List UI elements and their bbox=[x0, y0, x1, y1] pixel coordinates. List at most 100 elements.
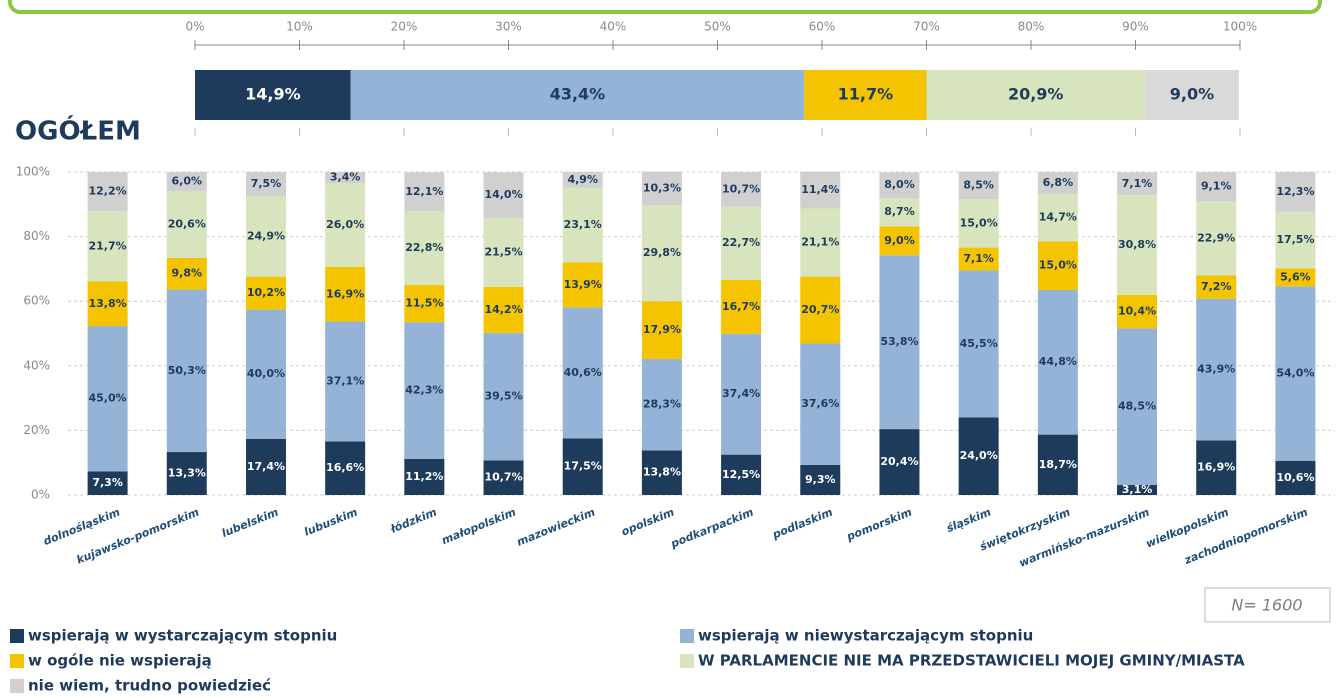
bar-segment bbox=[1117, 484, 1158, 495]
x-tick-label: 80% bbox=[1018, 20, 1045, 34]
data-label: 40,6% bbox=[564, 366, 602, 379]
data-label: 29,8% bbox=[643, 246, 681, 259]
data-label: 24,9% bbox=[247, 229, 285, 242]
bar-segment bbox=[87, 211, 128, 282]
bar-segment bbox=[1275, 172, 1316, 212]
bar-segment bbox=[721, 454, 762, 495]
data-label: 20,7% bbox=[801, 303, 839, 316]
bar-segment bbox=[958, 417, 999, 495]
bar-segment bbox=[1037, 172, 1078, 194]
bar-segment bbox=[641, 359, 682, 451]
data-label: 7,1% bbox=[1122, 177, 1153, 190]
x-tick-label: 40% bbox=[600, 20, 627, 34]
bar-segment bbox=[166, 257, 207, 290]
legend-label: W PARLAMENCIE NIE MA PRZEDSTAWICIELI MOJ… bbox=[698, 652, 1245, 670]
bar-segment bbox=[87, 172, 128, 212]
data-label: 7,5% bbox=[251, 177, 282, 190]
bar-segment bbox=[800, 464, 841, 495]
data-label: 7,3% bbox=[92, 476, 123, 489]
data-label: 18,7% bbox=[1039, 458, 1077, 471]
data-label: 20,6% bbox=[168, 218, 206, 231]
bar-segment bbox=[800, 276, 841, 344]
data-label: 15,0% bbox=[1039, 259, 1077, 272]
data-label: 11,4% bbox=[801, 183, 839, 196]
category-label: OGÓŁEM bbox=[15, 115, 141, 147]
data-label: 43,9% bbox=[1197, 363, 1235, 376]
x-tick-label: 90% bbox=[1122, 20, 1149, 34]
x-tick-label: śląskim bbox=[945, 506, 993, 536]
bar-segment bbox=[404, 322, 445, 459]
data-label: 12,2% bbox=[89, 185, 127, 198]
x-tick-label: 20% bbox=[391, 20, 418, 34]
data-label: 50,3% bbox=[168, 364, 206, 377]
bar-segment bbox=[721, 279, 762, 334]
bar-segment bbox=[1117, 195, 1158, 295]
data-label: 21,1% bbox=[801, 236, 839, 249]
data-label: 13,9% bbox=[564, 278, 602, 291]
data-label: 4,9% bbox=[567, 173, 598, 186]
bar-segment bbox=[325, 321, 366, 442]
data-label: 28,3% bbox=[643, 398, 681, 411]
bar-segment bbox=[800, 343, 841, 465]
data-label: 16,7% bbox=[722, 300, 760, 313]
x-tick-label: 60% bbox=[809, 20, 836, 34]
bar-segment bbox=[1275, 211, 1316, 269]
data-label: 14,0% bbox=[484, 188, 522, 201]
data-label: 21,7% bbox=[89, 239, 127, 252]
data-label: 13,3% bbox=[168, 467, 206, 480]
y-tick-label: 60% bbox=[23, 294, 50, 308]
legend-swatch bbox=[680, 629, 694, 643]
x-tick-label: podlaskim bbox=[770, 506, 835, 542]
data-label: 21,5% bbox=[484, 245, 522, 258]
data-label: 20,9% bbox=[1008, 85, 1064, 104]
bar-segment bbox=[562, 262, 603, 308]
data-label: 9,1% bbox=[1201, 180, 1232, 193]
annotation: N= 1600 bbox=[1231, 596, 1302, 615]
bar-segment bbox=[325, 172, 366, 183]
top-frame bbox=[8, 0, 1322, 14]
data-label: 11,7% bbox=[838, 85, 894, 104]
legend-swatch bbox=[10, 679, 24, 693]
data-label: 6,8% bbox=[1043, 176, 1074, 189]
data-label: 11,2% bbox=[405, 470, 443, 483]
x-tick-label: 10% bbox=[286, 20, 313, 34]
data-label: 37,6% bbox=[801, 397, 839, 410]
x-tick-label: 50% bbox=[704, 20, 731, 34]
x-tick-label: 30% bbox=[495, 20, 522, 34]
data-label: 24,0% bbox=[960, 449, 998, 462]
bar-segment bbox=[562, 172, 603, 188]
data-label: 15,0% bbox=[960, 216, 998, 229]
bar-segment bbox=[879, 226, 920, 256]
bar-segment bbox=[1196, 172, 1237, 202]
bar-segment bbox=[483, 460, 524, 495]
data-label: 9,3% bbox=[805, 473, 836, 486]
legend-label: wspierają w wystarczającym stopniu bbox=[28, 627, 337, 645]
data-label: 37,1% bbox=[326, 374, 364, 387]
x-tick-label: lubelskim bbox=[220, 506, 280, 540]
bar-segment bbox=[404, 211, 445, 286]
data-label: 48,5% bbox=[1118, 400, 1156, 413]
x-tick-label: 100% bbox=[1223, 20, 1257, 34]
bar-segment bbox=[958, 171, 999, 200]
x-tick-label: pomorskim bbox=[844, 506, 914, 544]
bar-segment bbox=[641, 171, 682, 205]
y-tick-label: 20% bbox=[23, 423, 50, 437]
data-label: 5,6% bbox=[1280, 270, 1311, 283]
bar-segment bbox=[166, 172, 207, 192]
bar-segment bbox=[800, 208, 841, 277]
data-label: 13,8% bbox=[89, 297, 127, 310]
bar-segment bbox=[350, 70, 805, 120]
data-label: 17,4% bbox=[247, 460, 285, 473]
data-label: 16,6% bbox=[326, 461, 364, 474]
data-label: 22,8% bbox=[405, 241, 443, 254]
bar-segment bbox=[195, 70, 351, 120]
bar-segment bbox=[1144, 70, 1239, 120]
bar-segment bbox=[721, 206, 762, 280]
data-label: 10,2% bbox=[247, 286, 285, 299]
bar-segment bbox=[1037, 289, 1078, 435]
data-label: 42,3% bbox=[405, 384, 443, 397]
bar-segment bbox=[1196, 201, 1237, 276]
data-label: 9,8% bbox=[172, 267, 203, 280]
x-tick-label: 0% bbox=[185, 20, 204, 34]
bar-segment bbox=[721, 333, 762, 455]
